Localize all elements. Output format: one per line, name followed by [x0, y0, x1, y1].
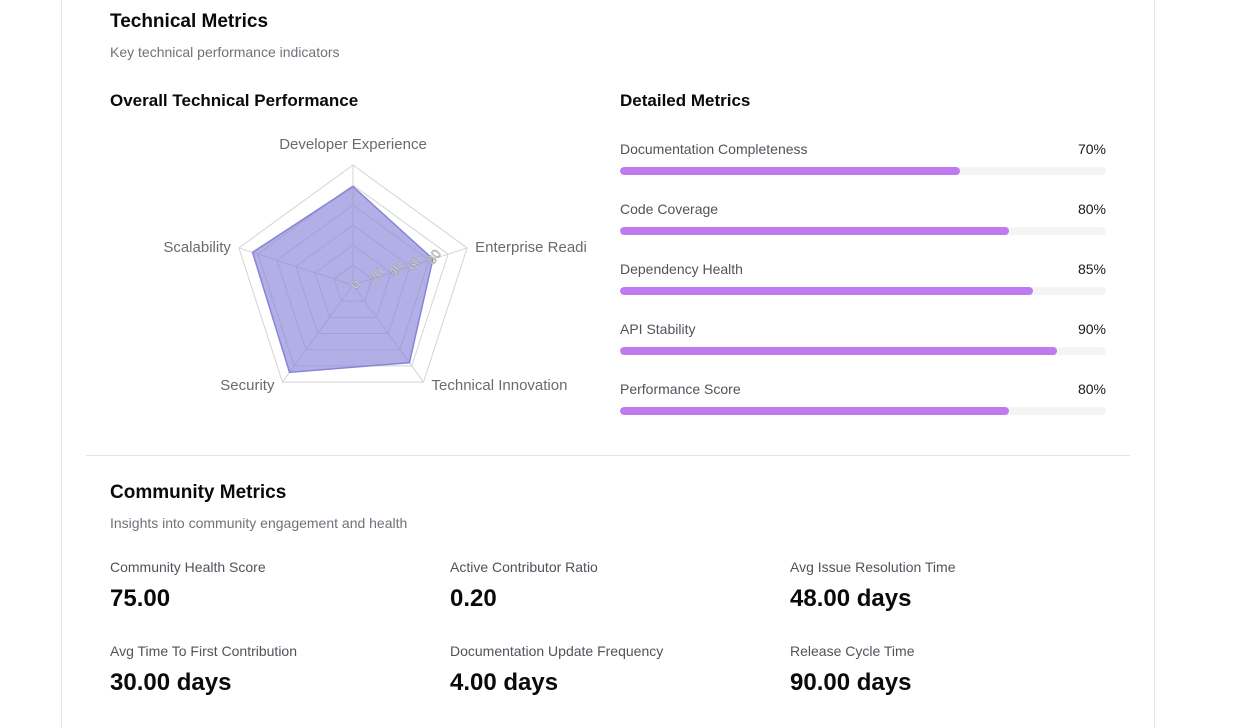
radar-axis-label: Security — [220, 377, 275, 394]
radar-data-polygon — [251, 185, 434, 374]
progress-track — [620, 287, 1106, 295]
section-divider — [86, 455, 1130, 456]
progress-fill — [620, 347, 1058, 355]
radar-chart-title: Overall Technical Performance — [110, 91, 359, 110]
progress-track — [620, 407, 1106, 415]
stat-value: 75.00 — [110, 585, 171, 612]
active-contributor-ratio: Active Contributor Ratio 0.20 — [450, 559, 770, 613]
progress-track — [620, 347, 1106, 355]
metric-name: Documentation Completeness — [620, 141, 808, 157]
metric-percent: 85% — [1077, 261, 1106, 277]
progress-fill — [620, 227, 1009, 235]
metric-name: API Stability — [620, 321, 696, 337]
stat-label: Avg Issue Resolution Time — [790, 559, 956, 575]
metric-name: Dependency Health — [620, 261, 743, 277]
stat-label: Avg Time To First Contribution — [110, 643, 298, 659]
progress-fill — [620, 407, 1009, 415]
metric-percent: 80% — [1077, 201, 1106, 217]
metric-name: Code Coverage — [620, 201, 719, 217]
radar-axis-label: Developer Experience — [279, 136, 427, 153]
avg-time-to-first-contribution: Avg Time To First Contribution 30.00 day… — [110, 643, 430, 697]
progress-track — [620, 227, 1106, 235]
metric-percent: 70% — [1077, 141, 1106, 157]
radar-axis-label: Enterprise Readi — [475, 239, 587, 256]
stat-value: 90.00 days — [790, 669, 912, 696]
metrics-card — [61, 0, 1155, 728]
community-metrics-title: Community Metrics — [110, 482, 287, 503]
radar-axis-label: Scalability — [163, 239, 231, 256]
stat-value: 48.00 days — [790, 585, 912, 612]
progress-track — [620, 167, 1106, 175]
progress-fill — [620, 167, 961, 175]
progress-fill — [620, 287, 1034, 295]
documentation-update-frequency: Documentation Update Frequency 4.00 days — [450, 643, 770, 697]
metric-name: Performance Score — [620, 381, 741, 397]
metric-percent: 90% — [1077, 321, 1106, 337]
technical-metrics-subtitle: Key technical performance indicators — [110, 44, 340, 60]
community-health-score: Community Health Score 75.00 — [110, 559, 430, 613]
stat-value: 4.00 days — [450, 669, 559, 696]
community-metrics-subtitle: Insights into community engagement and h… — [110, 515, 408, 531]
stat-label: Documentation Update Frequency — [450, 643, 664, 659]
metric-percent: 80% — [1077, 381, 1106, 397]
avg-issue-resolution-time: Avg Issue Resolution Time 48.00 days — [790, 559, 1110, 613]
stat-label: Release Cycle Time — [790, 643, 915, 659]
technical-metrics-title: Technical Metrics — [110, 11, 269, 32]
stat-value: 0.20 — [450, 585, 497, 612]
release-cycle-time: Release Cycle Time 90.00 days — [790, 643, 1110, 697]
detailed-metrics-title: Detailed Metrics — [620, 91, 751, 110]
stat-label: Active Contributor Ratio — [450, 559, 598, 575]
radar-axis-label: Technical Innovation — [432, 377, 568, 394]
radar-grid-ring — [238, 164, 468, 383]
stat-value: 30.00 days — [110, 669, 232, 696]
stat-label: Community Health Score — [110, 559, 266, 575]
